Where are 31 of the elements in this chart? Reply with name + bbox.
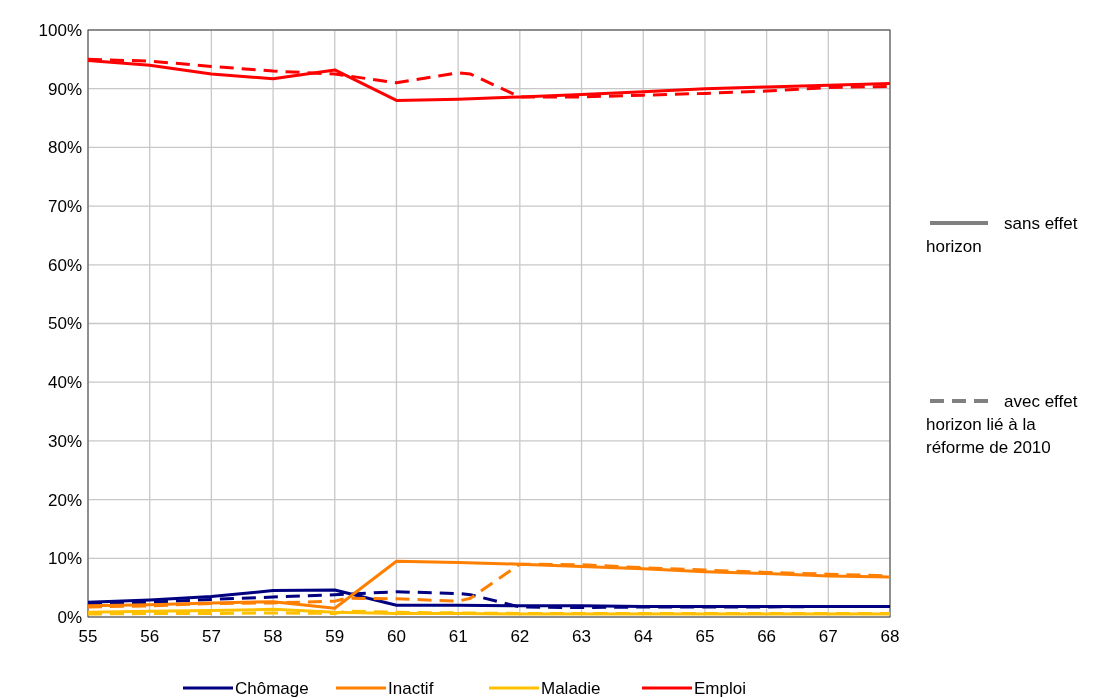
x-tick-label: 62 xyxy=(510,627,530,646)
x-tick-label: 55 xyxy=(78,627,98,646)
x-tick-label: 60 xyxy=(387,627,406,646)
x-tick-label: 66 xyxy=(757,627,777,646)
legend-label: Chômage xyxy=(235,679,309,698)
x-tick-label: 56 xyxy=(140,627,160,646)
legend-label: Emploi xyxy=(694,679,746,698)
text: avec effet horizon lié à la réforme de 2010 xyxy=(926,392,1078,457)
x-tick-label: 67 xyxy=(818,627,838,646)
text: sans effet horizon xyxy=(926,214,1078,256)
y-tick-label: 30% xyxy=(47,431,82,451)
x-tick-label: 58 xyxy=(263,627,283,646)
x-tick-label: 68 xyxy=(880,627,900,646)
legend-label: Inactif xyxy=(388,679,434,698)
x-tick-label: 61 xyxy=(448,627,468,646)
y-tick-label: 40% xyxy=(47,373,82,393)
y-tick-label: 50% xyxy=(47,314,82,334)
x-tick-label: 57 xyxy=(201,627,221,646)
x-tick-label: 63 xyxy=(572,627,591,646)
y-tick-label: 100% xyxy=(38,20,82,40)
x-tick-label: 59 xyxy=(325,627,345,646)
x-tick-label: 64 xyxy=(633,627,653,646)
y-tick-label: 60% xyxy=(47,255,82,275)
y-tick-label: 70% xyxy=(47,197,82,217)
y-tick-label: 80% xyxy=(47,138,82,158)
y-tick-label: 20% xyxy=(47,490,82,510)
y-tick-label: 10% xyxy=(47,549,82,569)
y-tick-label: 0% xyxy=(57,607,82,627)
legend-label: Maladie xyxy=(541,679,601,698)
y-tick-label: 90% xyxy=(47,79,82,99)
x-tick-label: 65 xyxy=(695,627,715,646)
